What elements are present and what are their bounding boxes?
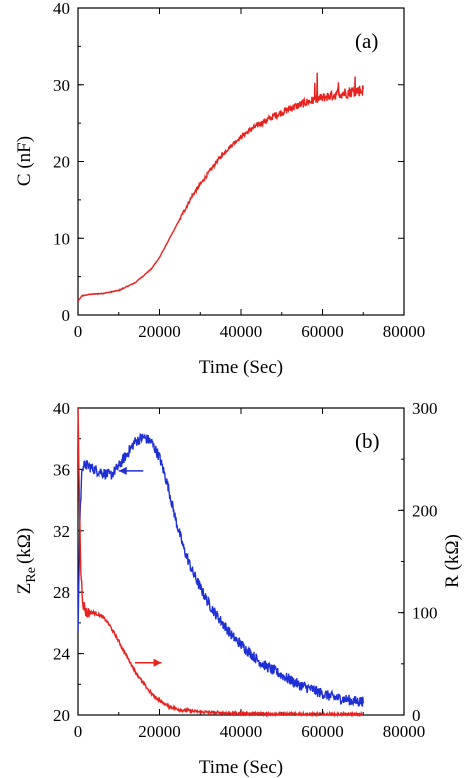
panel-a-xtick-label: 80000 <box>383 322 426 341</box>
panel-b: 0 20000 40000 60000 80000 20 24 28 32 36 40 0 100 200… <box>14 399 463 778</box>
panel-b-xtick-label: 80000 <box>383 722 426 741</box>
panel-b-series-line-0 <box>77 432 364 708</box>
panel-b-y2label: R (kΩ) <box>442 534 463 588</box>
panel-b-ytick-label: 24 <box>53 645 71 664</box>
panel-a-ytick-label: 10 <box>53 229 70 248</box>
panel-a-ylabel: C (nF) <box>14 136 35 186</box>
panel-b-ylabel-sub: Re <box>24 567 39 583</box>
panel-a-ytick-label: 0 <box>62 306 71 325</box>
panel-a-ytick-label: 40 <box>53 0 70 18</box>
panel-a-ytick-label: 30 <box>53 76 70 95</box>
panel-b-xtick-label: 20000 <box>138 722 181 741</box>
panel-b-annotations <box>118 466 162 667</box>
panel-b-ytick-label: 32 <box>53 522 70 541</box>
panel-a-xtick-label: 20000 <box>138 322 181 341</box>
panel-b-y2tick-label: 200 <box>412 501 438 520</box>
panel-b-ytick-label: 20 <box>53 706 70 725</box>
panel-a-frame <box>77 7 405 316</box>
panel-b-xtick-label: 40000 <box>220 722 263 741</box>
panel-b-ticks: 0 20000 40000 60000 80000 20 24 28 32 36 40 0 100 200… <box>53 399 438 741</box>
panel-b-y2tick-label: 100 <box>412 604 438 623</box>
panel-a-xlabel: Time (Sec) <box>199 357 283 378</box>
panel-a: 0 20000 40000 60000 80000 0 10 20 30 40 (a) Time … <box>14 0 425 378</box>
panel-b-xtick-label: 0 <box>74 722 83 741</box>
panel-b-xlabel: Time (Sec) <box>199 757 283 778</box>
panel-b-y2tick-label: 0 <box>412 706 421 725</box>
panel-b-series-line-1 <box>77 407 364 718</box>
panel-b-label: (b) <box>355 429 380 453</box>
panel-a-ytick-label: 20 <box>53 153 70 172</box>
panel-b-ylabel-main: Z <box>14 583 35 595</box>
panel-b-arrow-head-0 <box>118 466 127 475</box>
panel-b-ylabel-unit: (kΩ) <box>14 528 35 564</box>
panel-b-ytick-label: 36 <box>53 460 70 479</box>
panel-b-ytick-label: 28 <box>53 583 70 602</box>
panel-b-arrow-head-1 <box>153 658 162 667</box>
panel-b-xtick-label: 60000 <box>301 722 344 741</box>
panel-b-y2tick-label: 300 <box>412 399 438 418</box>
panel-a-series <box>77 72 364 302</box>
panel-a-xtick-label: 60000 <box>301 322 344 341</box>
panel-a-ticks: 0 20000 40000 60000 80000 0 10 20 30 40 <box>53 0 425 341</box>
panel-a-series-line-0 <box>77 72 364 302</box>
panel-b-ylabel: ZRe (kΩ) <box>14 528 39 594</box>
panel-a-xtick-label: 0 <box>74 322 83 341</box>
panel-b-ytick-label: 40 <box>53 399 70 418</box>
panel-a-label: (a) <box>355 29 378 53</box>
panel-a-xtick-label: 40000 <box>220 322 263 341</box>
panel-b-series <box>77 407 364 718</box>
